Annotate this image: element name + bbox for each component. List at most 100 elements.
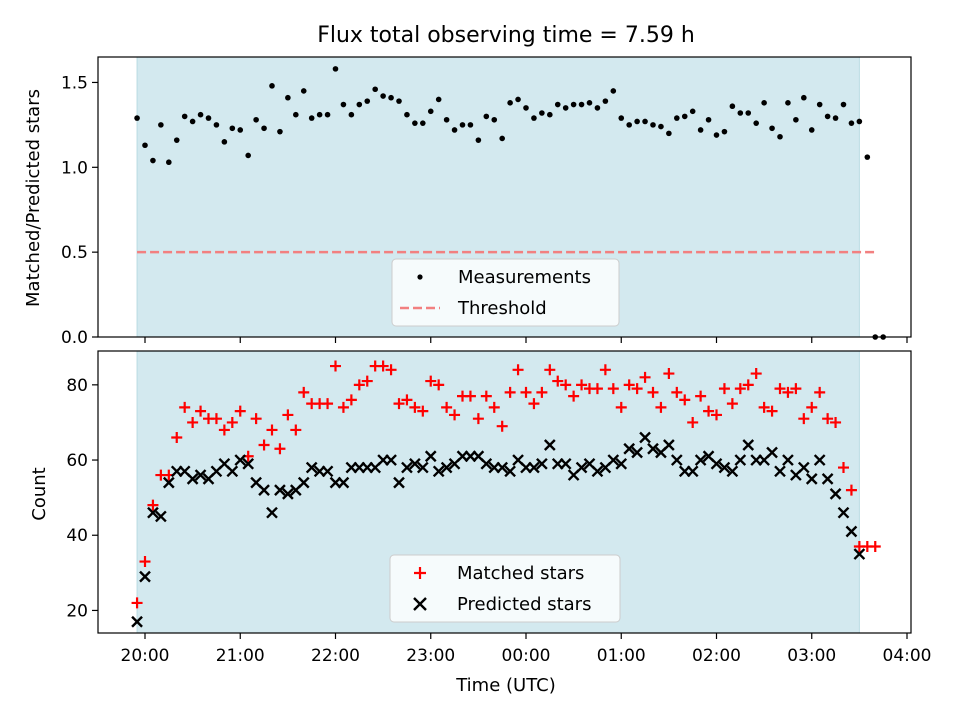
- x-tick-label: 04:00: [883, 646, 932, 666]
- predicted-stars-point: [821, 472, 834, 485]
- matched-stars-point: [298, 386, 310, 398]
- measurements-point: [348, 111, 355, 118]
- predicted-stars-point: [575, 461, 588, 474]
- matched-stars-point: [631, 383, 643, 395]
- measurements-point: [134, 115, 140, 121]
- x-tick-label: 01:00: [597, 646, 646, 666]
- matched-stars-point: [179, 401, 191, 413]
- matched-stars-point: [711, 409, 722, 421]
- matched-stars-point: [734, 383, 746, 395]
- predicted-stars-point: [686, 465, 699, 478]
- measurements-point: [793, 116, 799, 123]
- measurements-point: [483, 113, 490, 120]
- measurements-point: [531, 115, 537, 121]
- legend-threshold-label: Threshold: [457, 298, 547, 319]
- measurements-point: [475, 137, 482, 143]
- predicted-stars-point: [853, 548, 866, 560]
- predicted-stars-point: [615, 457, 628, 470]
- measurements-point: [189, 118, 196, 125]
- matched-stars-point: [226, 416, 238, 428]
- matched-stars-point: [345, 394, 357, 406]
- measurements-point: [229, 125, 236, 132]
- matched-stars-point: [830, 416, 842, 428]
- predicted-stars-point: [416, 461, 429, 474]
- predicted-stars-point: [186, 472, 199, 485]
- measurements-point: [332, 66, 339, 72]
- matched-stars-point: [838, 462, 849, 474]
- matched-stars-point: [433, 379, 445, 391]
- measurements-point: [856, 118, 863, 125]
- measurements-point: [777, 133, 783, 140]
- predicted-stars-point: [837, 506, 850, 519]
- measurements-point: [507, 100, 513, 106]
- y-tick-label: 40: [66, 526, 88, 546]
- matched-stars-point: [687, 416, 699, 428]
- predicted-stars-point: [766, 446, 778, 459]
- x-tick-label: 21:00: [216, 646, 265, 666]
- measurements-point: [435, 96, 442, 103]
- measurements-point: [316, 111, 323, 118]
- predicted-stars-point: [155, 510, 167, 523]
- measurements-point: [808, 127, 815, 133]
- measurements-point: [269, 83, 275, 89]
- matched-stars-point: [647, 386, 659, 398]
- measurements-point: [761, 100, 767, 106]
- measurements-point: [681, 113, 688, 120]
- chart-title: Flux total observing time = 7.59 h: [317, 23, 695, 48]
- measurements-point: [412, 120, 418, 126]
- matched-stars-point: [218, 424, 230, 436]
- matched-stars-point: [671, 386, 683, 398]
- matched-stars-point: [607, 383, 619, 395]
- predicted-stars-point: [607, 454, 620, 466]
- matched-stars-point: [147, 499, 159, 511]
- top-legend: Measurements Threshold: [391, 258, 620, 327]
- measurements-point: [404, 111, 410, 118]
- measurements-point: [634, 118, 640, 125]
- matched-stars-point: [718, 383, 730, 395]
- measurements-point: [745, 110, 752, 116]
- predicted-stars-point: [385, 454, 397, 466]
- measurements-point: [245, 152, 251, 159]
- measurements-point: [626, 122, 632, 128]
- predicted-stars-point: [226, 465, 239, 478]
- measurements-point: [142, 142, 148, 149]
- predicted-stars-point: [131, 615, 143, 628]
- measurements-point: [420, 120, 426, 126]
- measurements-point: [785, 100, 791, 106]
- predicted-stars-point: [528, 461, 540, 474]
- measurements-point: [277, 128, 283, 135]
- measurements-point: [467, 122, 474, 128]
- measurements-point: [840, 101, 847, 108]
- bottom-y-axis-label: Count: [29, 467, 50, 520]
- top-y-axis-label: Matched/Predicted stars: [23, 89, 44, 307]
- matched-stars-point: [790, 383, 802, 395]
- measurements-point: [451, 127, 458, 133]
- predicted-stars-point: [337, 476, 350, 489]
- predicted-stars-point: [401, 461, 413, 474]
- measurements-point: [737, 110, 744, 116]
- bottom-panel: Count Time (UTC) 20 40 60 80 20:00 21:00 22:00…: [29, 350, 932, 696]
- measurements-point: [221, 139, 228, 145]
- matched-stars-point: [330, 360, 341, 372]
- y-tick-label: 20: [66, 601, 88, 621]
- predicted-stars-point: [536, 457, 548, 470]
- predicted-stars-point: [266, 506, 278, 519]
- predicted-stars-point: [393, 476, 405, 489]
- predicted-stars-point: [591, 465, 604, 478]
- matched-stars-point: [591, 383, 603, 395]
- measurements-point: [697, 127, 704, 133]
- predicted-stars-point: [797, 461, 810, 474]
- matched-stars-point: [274, 443, 286, 455]
- measurements-point: [261, 125, 267, 132]
- predicted-stars-point: [710, 457, 723, 470]
- measurements-point: [578, 101, 585, 108]
- measurements-point: [816, 101, 823, 108]
- predicted-stars-point: [639, 431, 651, 444]
- y-tick-label: 0.0: [61, 328, 88, 348]
- measurements-point: [364, 98, 371, 104]
- matched-stars-point: [774, 383, 786, 395]
- measurements-point: [237, 127, 244, 133]
- measurements-point: [459, 122, 466, 128]
- measurements-point: [372, 86, 378, 93]
